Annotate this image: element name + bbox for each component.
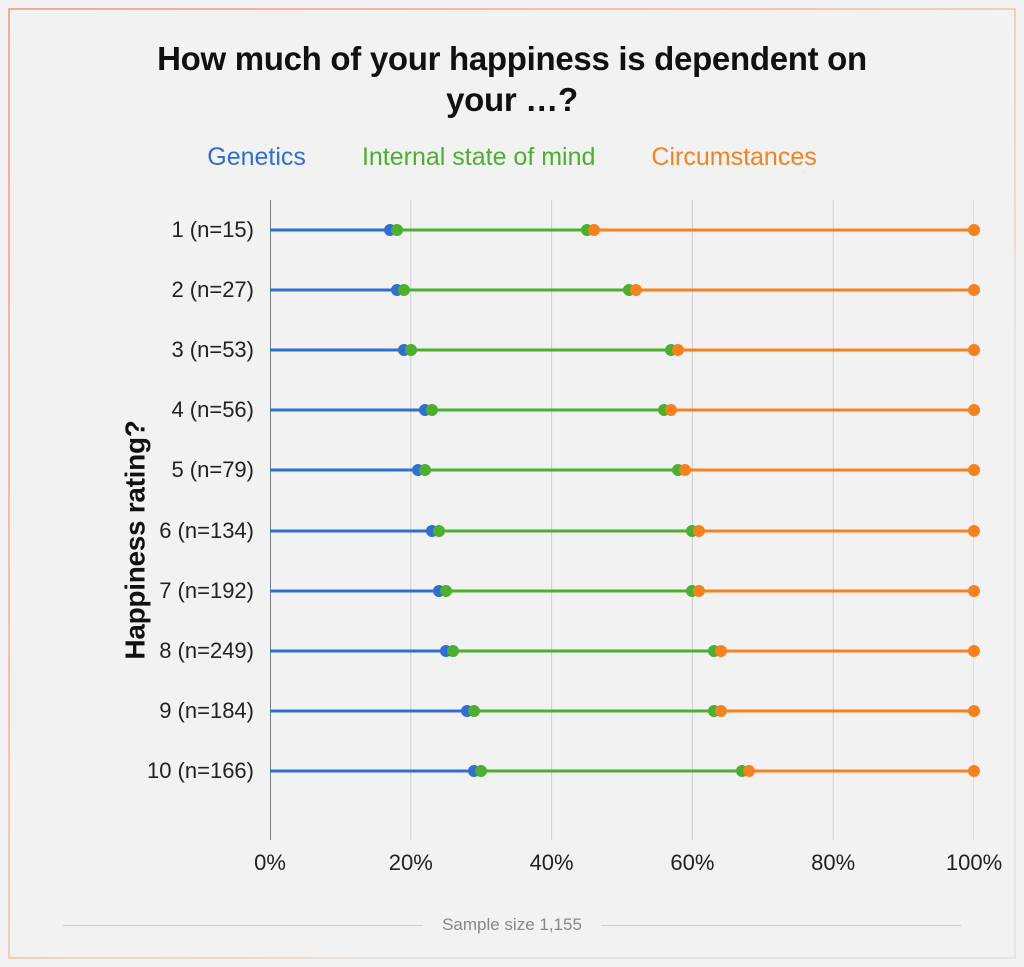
bar-segment-genetics	[270, 649, 446, 652]
marker-start-internal	[440, 585, 452, 597]
marker-start-internal	[426, 404, 438, 416]
footer-rule-right	[601, 925, 961, 926]
bar-segment-circumstances	[699, 589, 974, 592]
marker-start-circumstances	[693, 585, 705, 597]
row-label: 5 (n=79)	[171, 457, 270, 483]
marker-start-internal	[405, 344, 417, 356]
legend-item-circumstances: Circumstances	[651, 143, 816, 172]
marker-start-internal	[398, 284, 410, 296]
x-tick-label: 80%	[811, 840, 855, 876]
marker-circumstances	[968, 525, 980, 537]
row-label: 6 (n=134)	[159, 518, 270, 544]
row-label: 10 (n=166)	[147, 758, 270, 784]
row-label: 2 (n=27)	[171, 277, 270, 303]
marker-start-internal	[391, 224, 403, 236]
marker-start-internal	[419, 464, 431, 476]
marker-start-internal	[447, 645, 459, 657]
footer: Sample size 1,155	[10, 915, 1014, 935]
bar-segment-genetics	[270, 529, 432, 532]
bar-segment-circumstances	[699, 529, 974, 532]
marker-circumstances	[968, 224, 980, 236]
bar-segment-circumstances	[685, 469, 974, 472]
bar-segment-internal	[453, 649, 713, 652]
bar-segment-genetics	[270, 228, 390, 231]
row-label: 8 (n=249)	[159, 638, 270, 664]
bar-segment-internal	[411, 348, 671, 351]
bar-segment-genetics	[270, 710, 467, 713]
bar-segment-circumstances	[671, 409, 974, 412]
marker-start-circumstances	[672, 344, 684, 356]
legend-item-genetics: Genetics	[207, 143, 306, 172]
bar-segment-internal	[474, 710, 713, 713]
bar-segment-genetics	[270, 348, 404, 351]
x-tick-label: 20%	[389, 840, 433, 876]
bar-segment-genetics	[270, 469, 418, 472]
marker-start-circumstances	[588, 224, 600, 236]
marker-circumstances	[968, 464, 980, 476]
bar-segment-circumstances	[749, 770, 974, 773]
plot-area: 1 (n=15)2 (n=27)3 (n=53)4 (n=56)5 (n=79)…	[270, 200, 974, 840]
bar-segment-circumstances	[594, 228, 974, 231]
marker-circumstances	[968, 705, 980, 717]
gridlines	[270, 200, 974, 840]
marker-circumstances	[968, 284, 980, 296]
bar-segment-internal	[446, 589, 692, 592]
bar-segment-genetics	[270, 770, 474, 773]
bar-segment-genetics	[270, 589, 439, 592]
bar-segment-genetics	[270, 409, 425, 412]
bar-segment-internal	[404, 288, 629, 291]
marker-start-circumstances	[665, 404, 677, 416]
x-tick-label: 40%	[530, 840, 574, 876]
bar-segment-internal	[481, 770, 741, 773]
marker-start-circumstances	[630, 284, 642, 296]
chart-area: Happiness rating? 1 (n=15)2 (n=27)3 (n=5…	[10, 180, 1014, 900]
marker-start-internal	[433, 525, 445, 537]
bar-segment-circumstances	[678, 348, 974, 351]
row-label: 1 (n=15)	[171, 217, 270, 243]
row-label: 4 (n=56)	[171, 397, 270, 423]
marker-start-circumstances	[679, 464, 691, 476]
marker-circumstances	[968, 645, 980, 657]
footer-rule-left	[63, 925, 423, 926]
marker-start-internal	[468, 705, 480, 717]
y-axis-label: Happiness rating?	[120, 420, 152, 659]
x-tick-label: 60%	[670, 840, 714, 876]
marker-circumstances	[968, 585, 980, 597]
bar-segment-genetics	[270, 288, 397, 291]
row-label: 7 (n=192)	[159, 578, 270, 604]
sample-size-note: Sample size 1,155	[442, 915, 582, 934]
marker-start-circumstances	[715, 645, 727, 657]
x-tick-label: 0%	[254, 840, 286, 876]
marker-start-circumstances	[743, 765, 755, 777]
bar-segment-circumstances	[636, 288, 974, 291]
x-tick-label: 100%	[946, 840, 1002, 876]
bar-segment-internal	[397, 228, 587, 231]
bar-segment-circumstances	[721, 649, 974, 652]
bar-segment-internal	[425, 469, 678, 472]
chart-card: How much of your happiness is dependent …	[8, 8, 1016, 959]
row-label: 3 (n=53)	[171, 337, 270, 363]
row-label: 9 (n=184)	[159, 698, 270, 724]
bar-segment-circumstances	[721, 710, 974, 713]
marker-circumstances	[968, 344, 980, 356]
bar-segment-internal	[439, 529, 692, 532]
legend: Genetics Internal state of mind Circumst…	[10, 129, 1014, 180]
marker-start-internal	[475, 765, 487, 777]
marker-circumstances	[968, 404, 980, 416]
bar-segment-internal	[432, 409, 664, 412]
chart-title: How much of your happiness is dependent …	[10, 10, 1014, 129]
marker-start-circumstances	[715, 705, 727, 717]
legend-item-internal: Internal state of mind	[362, 143, 595, 172]
marker-start-circumstances	[693, 525, 705, 537]
marker-circumstances	[968, 765, 980, 777]
